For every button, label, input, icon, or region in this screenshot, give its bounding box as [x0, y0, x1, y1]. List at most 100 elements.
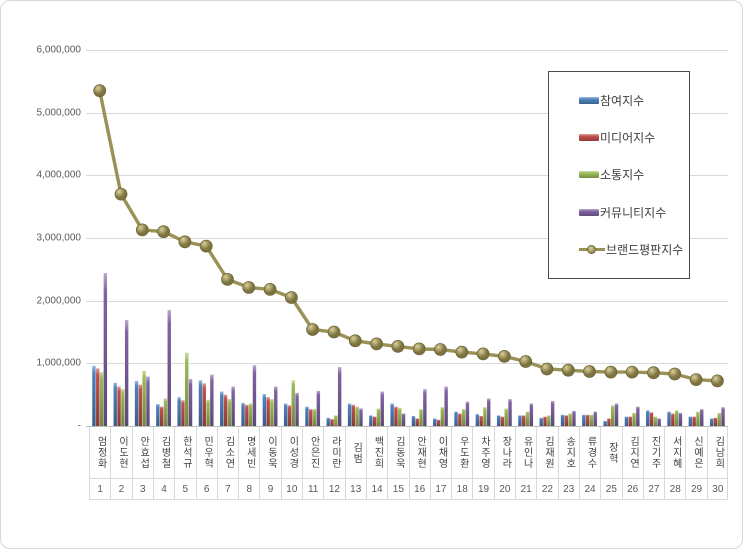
bar-미디어지수 [266, 397, 270, 426]
bar-참여지수 [433, 418, 437, 426]
bar-소통지수 [312, 409, 317, 426]
bar-참여지수 [134, 380, 139, 426]
rank-cell: 8 [238, 478, 260, 500]
line-marker [412, 342, 426, 356]
line-marker [476, 347, 490, 361]
bar-참여지수 [411, 415, 416, 426]
category-name-cell: 차주영 [472, 427, 493, 478]
bar-미디어지수 [415, 418, 419, 426]
category-name: 한석규 [180, 436, 192, 469]
category-name-cell: 우도환 [451, 427, 472, 478]
bar-미디어지수 [287, 405, 292, 426]
bar-참여지수 [667, 411, 671, 426]
category-axis: 엄정화 1 이도현 2 안효섭 3 김병철 4 한석규 5 민우혁 6 김소연 7 명세빈 8 이동욱 9 이성경 1… [89, 427, 728, 500]
category-name: 김지연 [627, 436, 639, 469]
rank-cell: 9 [259, 478, 281, 500]
category-name-cell: 유인나 [515, 427, 536, 478]
rank-cell: 14 [365, 478, 388, 500]
category-name-cell: 김범 [344, 427, 366, 478]
legend-item: 브랜드평판지수 [579, 241, 689, 258]
category-name: 김병철 [159, 436, 171, 469]
bar-미디어지수 [607, 418, 611, 426]
rank-cell: 12 [323, 478, 345, 500]
bar-참여지수 [283, 403, 288, 426]
line-marker [135, 223, 149, 237]
legend-bar-swatch [579, 134, 599, 142]
category-name: 김재원 [542, 436, 554, 469]
bar-참여지수 [198, 380, 203, 426]
rank-cell: 21 [515, 478, 537, 500]
gridline [86, 50, 728, 51]
bar-커뮤니티지수 [146, 376, 150, 426]
bar-커뮤니티지수 [487, 398, 491, 426]
category-name: 민우혁 [201, 436, 213, 469]
y-axis-tick-label: - [77, 420, 81, 432]
bar-소통지수 [291, 380, 295, 426]
legend-label: 커뮤니티지수 [600, 205, 667, 220]
category-name: 김동욱 [393, 436, 405, 469]
line-marker [348, 334, 362, 348]
category-name: 안효섭 [137, 436, 149, 469]
line-marker [647, 366, 660, 380]
y-axis-tick-label: 1,000,000 [36, 357, 82, 369]
rank-cell: 1 [89, 478, 111, 500]
bar-미디어지수 [309, 409, 313, 426]
bar-참여지수 [241, 402, 245, 426]
rank-cell: 29 [685, 478, 707, 500]
bar-커뮤니티지수 [529, 403, 534, 426]
bar-소통지수 [185, 352, 189, 426]
line-marker [327, 325, 341, 339]
gridline [86, 300, 728, 302]
bar-참여지수 [177, 397, 181, 426]
bar-소통지수 [99, 372, 104, 426]
category-name: 안은진 [308, 436, 320, 469]
line-marker [604, 365, 618, 379]
bar-미디어지수 [713, 417, 718, 426]
rank-cell: 25 [600, 478, 622, 500]
line-marker [178, 235, 192, 249]
rank-cell: 13 [344, 478, 366, 500]
rank-cell: 26 [621, 478, 643, 500]
bar-참여지수 [539, 417, 543, 426]
gridline [86, 175, 728, 177]
bar-참여지수 [262, 394, 267, 426]
category-name: 차주영 [478, 436, 490, 469]
bar-미디어지수 [436, 419, 441, 426]
bar-커뮤니티지수 [550, 400, 555, 426]
bar-참여지수 [582, 414, 586, 426]
bar-소통지수 [227, 399, 232, 426]
bar-미디어지수 [351, 404, 356, 426]
bar-소통지수 [334, 415, 338, 426]
line-marker [284, 291, 298, 304]
bar-참여지수 [646, 410, 650, 426]
rank-cell: 15 [387, 478, 409, 500]
legend-item: 참여지수 [579, 92, 689, 109]
y-axis-tick-label: 4,000,000 [36, 169, 82, 181]
bar-소통지수 [547, 415, 551, 426]
bar-커뮤니티지수 [210, 374, 214, 426]
rank-cell: 10 [280, 478, 302, 500]
bar-소통지수 [355, 406, 359, 426]
bar-소통지수 [440, 407, 445, 426]
x-axis-line [86, 426, 728, 427]
bar-참여지수 [113, 382, 117, 426]
rank-cell: 27 [642, 478, 665, 500]
bar-미디어지수 [458, 413, 462, 426]
category-name: 이동욱 [265, 436, 277, 469]
bar-커뮤니티지수 [316, 390, 321, 426]
bar-소통지수 [461, 409, 466, 426]
line-marker [93, 84, 107, 98]
category-name-cell: 김지연 [621, 427, 643, 478]
category-name-cell: 신예은 [685, 427, 706, 478]
bar-미디어지수 [500, 416, 505, 426]
bar-커뮤니티지수 [124, 320, 129, 426]
bar-커뮤니티지수 [359, 408, 363, 426]
category-name-cell: 김소연 [216, 427, 238, 478]
category-name: 김범 [350, 441, 362, 464]
bar-소통지수 [717, 412, 721, 426]
category-name: 서지혜 [670, 436, 682, 469]
category-name-cell: 김남희 [706, 427, 728, 478]
category-name-cell: 장나라 [493, 427, 515, 478]
rank-cell: 20 [493, 478, 515, 500]
